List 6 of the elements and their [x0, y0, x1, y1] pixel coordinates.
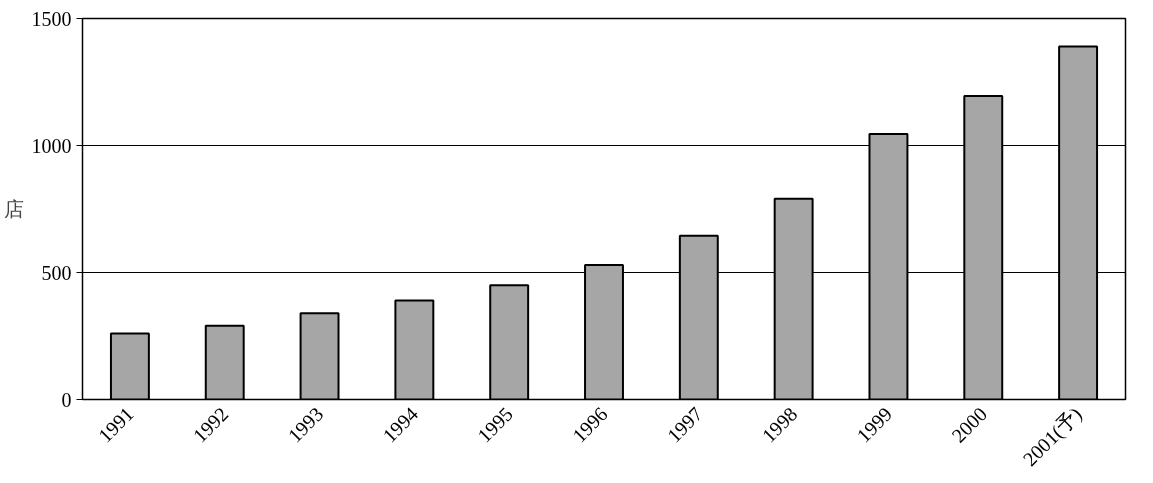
y-tick-label: 500: [41, 261, 72, 284]
y-tick-label: 0: [61, 388, 72, 411]
x-tick-label: 1991: [93, 402, 138, 447]
y-tick-label: 1000: [31, 134, 72, 157]
y-tick-label: 1500: [31, 7, 72, 30]
y-axis-title: 店: [3, 198, 24, 220]
